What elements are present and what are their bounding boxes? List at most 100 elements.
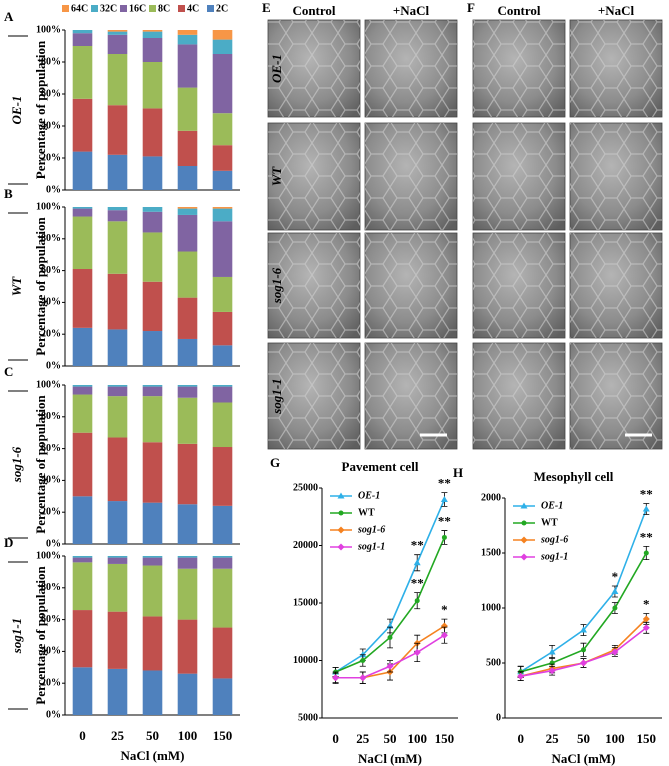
marker: [359, 651, 367, 658]
panel-letter: E: [262, 0, 271, 15]
column-header: +NaCl: [393, 3, 430, 18]
y-tick-label: 0: [496, 712, 501, 723]
x-tick-label: 50: [384, 731, 397, 746]
bar-segment: [177, 673, 198, 715]
bar-segment: [142, 156, 163, 190]
micrograph-texture: [570, 20, 662, 117]
bar-segment: [142, 31, 163, 38]
bar-segment: [212, 170, 233, 190]
genotype-label: WT: [9, 276, 24, 297]
micrograph-texture: [268, 123, 360, 230]
y-tick-label: 40%: [41, 297, 61, 308]
bar-segment: [107, 563, 128, 612]
bar-segment: [177, 214, 198, 252]
y-tick-label: 80%: [41, 56, 61, 67]
legend-label: OE-1: [358, 490, 380, 501]
y-tick-label: 100%: [36, 379, 61, 390]
bar-segment: [107, 386, 128, 397]
bar-segment: [142, 207, 163, 212]
y-tick-label: 25000: [293, 482, 318, 493]
marker: [612, 605, 618, 611]
y-tick-label: 100%: [36, 24, 61, 35]
micrograph-texture: [570, 343, 662, 449]
marker: [642, 624, 650, 632]
micrograph-texture: [268, 20, 360, 117]
y-tick-label: 1000: [481, 602, 501, 613]
bar-segment: [212, 276, 233, 312]
legend-label: 8C: [158, 3, 170, 14]
legend-label: 16C: [129, 3, 146, 14]
genotype-label: OE-1: [9, 96, 24, 125]
micrograph-texture: [365, 123, 457, 230]
x-tick-label: 50: [577, 731, 590, 746]
bar-segment: [142, 556, 163, 558]
micrograph-texture: [365, 20, 457, 117]
y-tick-label: 40%: [41, 475, 61, 486]
legend-label: 4C: [187, 3, 199, 14]
bar-segment: [212, 627, 233, 679]
y-axis-label: Percentage of population: [33, 217, 48, 356]
legend-swatch: [149, 5, 156, 12]
marker: [517, 672, 525, 680]
bar-segment: [177, 386, 198, 398]
y-tick-label: 60%: [41, 443, 61, 454]
bar-segment: [142, 557, 163, 566]
x-tick-label: 0: [79, 728, 86, 743]
legend-swatch: [178, 5, 185, 12]
bar-segment: [72, 151, 93, 190]
legend-label: sog1-6: [357, 524, 385, 535]
bar-segment: [142, 62, 163, 109]
y-axis-label: Percentage of population: [33, 566, 48, 705]
y-tick-label: 15000: [293, 597, 318, 608]
column-header: Control: [292, 3, 335, 18]
legend-label: WT: [541, 517, 558, 528]
y-tick-label: 0%: [46, 360, 61, 371]
bar-segment: [142, 670, 163, 715]
marker: [611, 588, 619, 594]
bar-segment: [107, 501, 128, 544]
marker: [360, 658, 366, 663]
genotype-label: sog1-1: [9, 618, 24, 654]
bar-segment: [107, 207, 128, 211]
marker: [441, 534, 447, 540]
x-axis-label: NaCl (mM): [358, 751, 422, 766]
micrograph-texture: [268, 343, 360, 449]
micrograph-texture: [473, 233, 565, 338]
bar-segment: [177, 130, 198, 166]
bar-segment: [107, 34, 128, 54]
bar-segment: [72, 432, 93, 497]
micrograph-texture: [268, 233, 360, 338]
marker: [440, 496, 448, 502]
bar-segment: [142, 281, 163, 332]
bar-segment: [142, 30, 163, 32]
bar-segment: [107, 557, 128, 564]
row-label: sog1-1: [269, 378, 284, 414]
bar-segment: [212, 447, 233, 506]
bar-segment: [212, 505, 233, 544]
significance-label: **: [411, 576, 424, 591]
micrograph-texture: [570, 233, 662, 338]
bar-segment: [177, 338, 198, 366]
legend-label: sog1-1: [540, 551, 568, 562]
bar-segment: [107, 385, 128, 387]
legend-label: 32C: [100, 3, 117, 14]
bar-segment: [177, 443, 198, 505]
y-tick-label: 0%: [46, 184, 61, 195]
chart-title: Pavement cell: [342, 459, 419, 474]
y-tick-label: 80%: [41, 582, 61, 593]
marker: [414, 598, 420, 604]
genotype-label: sog1-6: [9, 446, 24, 483]
legend-swatch: [62, 5, 69, 12]
marker: [413, 559, 421, 566]
bar-segment: [177, 619, 198, 674]
y-tick-label: 20%: [41, 152, 61, 163]
bar-segment: [212, 207, 233, 209]
bar-segment: [107, 154, 128, 190]
legend-label: 64C: [71, 3, 88, 14]
bar-segment: [72, 386, 93, 395]
marker: [440, 631, 448, 639]
bar-segment: [107, 210, 128, 222]
bar-segment: [177, 166, 198, 190]
marker: [642, 615, 650, 623]
bar-segment: [107, 611, 128, 669]
